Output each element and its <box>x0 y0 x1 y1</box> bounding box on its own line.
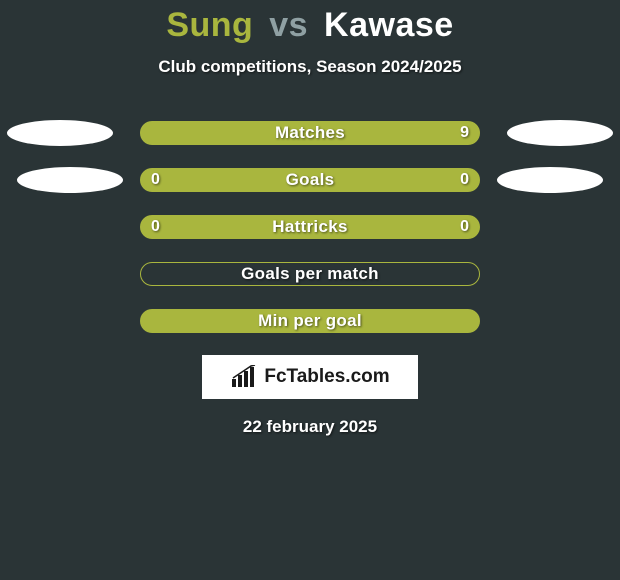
logo-text: FcTables.com <box>264 366 389 388</box>
stat-row-matches: Matches 9 <box>0 121 620 145</box>
stat-bar: Goals per match <box>140 262 480 286</box>
stat-row-min-per-goal: Min per goal <box>0 309 620 333</box>
stat-label: Min per goal <box>258 311 362 331</box>
player1-name: Sung <box>166 6 253 44</box>
stat-label: Matches <box>275 123 345 143</box>
stat-bar: Matches 9 <box>140 121 480 145</box>
stat-bar: Min per goal <box>140 309 480 333</box>
stat-value-right: 0 <box>460 218 469 236</box>
comparison-card: Sung vs Kawase Club competitions, Season… <box>0 0 620 437</box>
stats-section: Matches 9 0 Goals 0 0 Hattricks 0 <box>0 121 620 333</box>
decor-ellipse-left <box>7 120 113 146</box>
stat-row-goals-per-match: Goals per match <box>0 262 620 286</box>
logo-box: FcTables.com <box>202 355 418 399</box>
stat-row-goals: 0 Goals 0 <box>0 168 620 192</box>
stat-bar: 0 Hattricks 0 <box>140 215 480 239</box>
stat-row-hattricks: 0 Hattricks 0 <box>0 215 620 239</box>
stat-value-left: 0 <box>151 171 160 189</box>
stat-value-left: 0 <box>151 218 160 236</box>
player2-name: Kawase <box>324 6 454 44</box>
footer-date: 22 february 2025 <box>0 417 620 437</box>
stat-label: Goals per match <box>241 264 379 284</box>
decor-ellipse-left <box>17 167 123 193</box>
stat-value-right: 0 <box>460 171 469 189</box>
stat-bar: 0 Goals 0 <box>140 168 480 192</box>
decor-ellipse-right <box>507 120 613 146</box>
page-title: Sung vs Kawase <box>0 6 620 45</box>
stat-label: Goals <box>286 170 335 190</box>
stat-label: Hattricks <box>272 217 347 237</box>
bar-chart-icon <box>230 365 258 389</box>
stat-value-right: 9 <box>460 124 469 142</box>
subtitle: Club competitions, Season 2024/2025 <box>0 57 620 77</box>
decor-ellipse-right <box>497 167 603 193</box>
vs-separator: vs <box>269 6 308 44</box>
